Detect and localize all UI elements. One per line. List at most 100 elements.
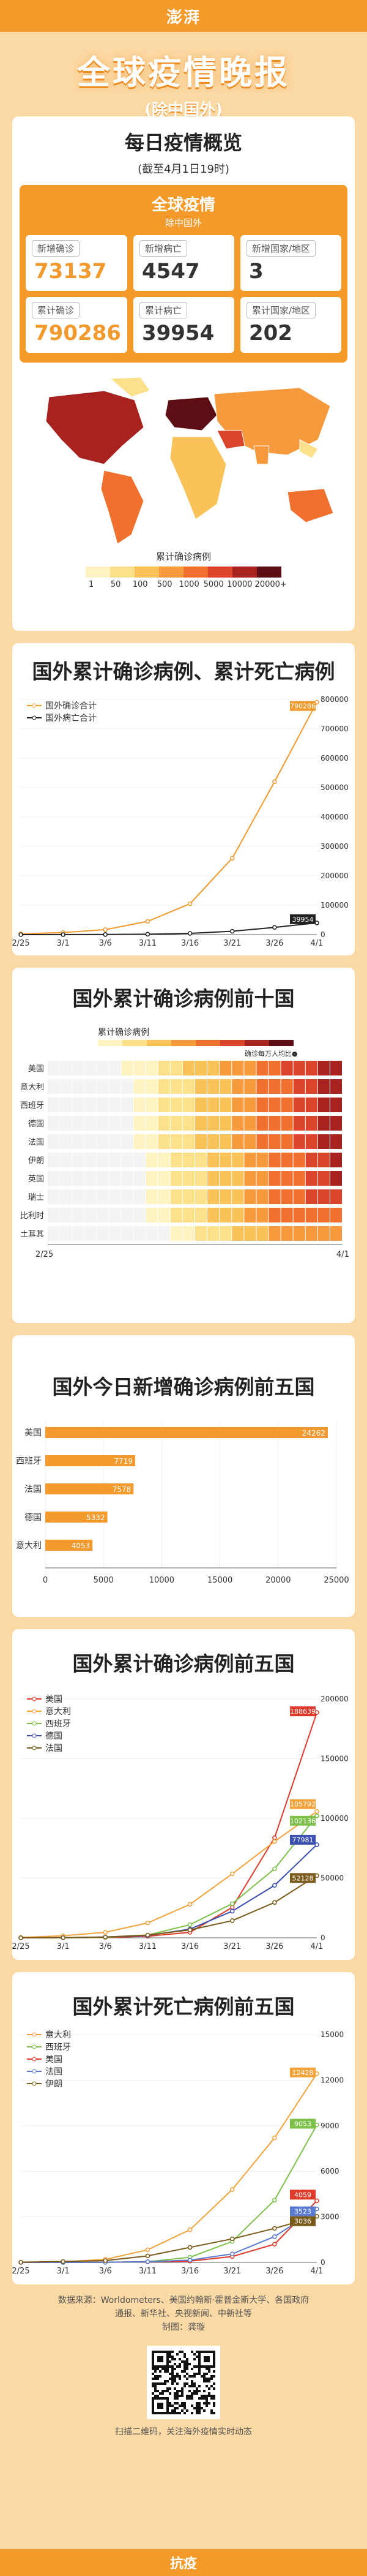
qr-module	[193, 2373, 196, 2375]
stat-cell: 新增病亡 4547	[133, 235, 234, 291]
heatmap-cell	[330, 1079, 342, 1094]
heatmap-cell	[244, 1226, 256, 1241]
map-legend-ticks: 1 50 100 500 1000 5000 10000 20000+	[12, 580, 355, 589]
qr-module	[193, 2407, 196, 2409]
qr-module	[198, 2405, 201, 2407]
legend-marker	[32, 2069, 37, 2074]
chart1-title: 国外累计确诊病例、累计死亡病例	[32, 660, 335, 684]
legend-tick: 20000+	[254, 580, 287, 589]
heatmap-cell	[182, 1079, 195, 1094]
qr-module	[193, 2365, 196, 2368]
qr-module	[193, 2385, 196, 2387]
end-value-label: 9053	[294, 2120, 311, 2128]
qr-module	[174, 2402, 176, 2405]
map-legend-title: 累计确诊病例	[155, 551, 211, 562]
qr-module	[154, 2378, 157, 2380]
qr-module	[193, 2353, 196, 2356]
qr-module	[174, 2378, 176, 2380]
series-line	[20, 2073, 317, 2263]
series-line	[20, 1815, 317, 1938]
qr-code[interactable]	[147, 2346, 220, 2419]
qr-module	[198, 2390, 201, 2392]
qr-module	[208, 2370, 210, 2373]
heatmap-cell	[244, 1189, 256, 1204]
heatmap-cell	[60, 1061, 72, 1075]
x-tick-label: 3/26	[265, 2267, 283, 2276]
heatmap-cell	[146, 1171, 158, 1186]
heatmap-cell	[330, 1134, 342, 1149]
heatmap-cell	[317, 1098, 330, 1112]
legend-marker	[32, 2081, 37, 2086]
heatmap-cell	[48, 1116, 60, 1131]
qr-module	[213, 2412, 215, 2414]
qr-module	[181, 2402, 184, 2405]
legend-marker	[32, 2044, 37, 2049]
series-line	[20, 1844, 317, 1938]
stat-value: 790286	[34, 321, 121, 345]
qr-module	[171, 2351, 174, 2353]
end-value-label: 39954	[292, 916, 314, 924]
heatmap-cell	[317, 1226, 330, 1241]
heatmap-country-label: 意大利	[20, 1082, 44, 1092]
qr-module	[213, 2387, 215, 2390]
x-tick-label: 4/1	[311, 1942, 324, 1951]
data-point	[272, 1866, 277, 1872]
heatmap-cell	[84, 1079, 97, 1094]
heatmap-cell	[281, 1189, 293, 1204]
heatmap-cell	[158, 1153, 170, 1167]
stat-cell: 累计确诊 790286	[26, 297, 127, 353]
qr-module	[159, 2392, 161, 2395]
qr-finder	[152, 2397, 169, 2414]
qr-module	[174, 2409, 176, 2412]
heatmap-cell	[293, 1079, 305, 1094]
end-value-label: 52128	[292, 1874, 314, 1882]
bar-value-label: 4053	[72, 1542, 91, 1550]
heatmap-cell	[158, 1061, 170, 1075]
qr-module	[159, 2370, 161, 2373]
x-tick-label: 3/26	[265, 1942, 283, 1951]
qr-module	[210, 2397, 213, 2400]
bottom-label: 抗疫	[169, 2556, 197, 2572]
heatmap-cell	[60, 1153, 72, 1167]
heatmap-cell	[195, 1061, 207, 1075]
data-point	[272, 1900, 277, 1905]
data-point	[145, 1932, 150, 1938]
heatmap-cell	[293, 1171, 305, 1186]
heatmap-cell	[207, 1171, 220, 1186]
heatmap-cell	[72, 1134, 84, 1149]
qr-module	[186, 2395, 188, 2397]
heatmap-cell	[133, 1189, 146, 1204]
y-tick-label: 0	[321, 930, 325, 939]
qr-module	[206, 2368, 208, 2370]
qr-module	[164, 2370, 166, 2373]
heatmap-cell	[48, 1189, 60, 1204]
heatmap-cell	[232, 1079, 244, 1094]
qr-module	[181, 2395, 184, 2397]
heatmap-cell	[121, 1171, 133, 1186]
legend-marker	[32, 1733, 37, 1738]
heatmap-cell	[133, 1116, 146, 1131]
heatmap-cell	[330, 1061, 342, 1075]
legend-label: 美国	[45, 2055, 62, 2065]
heatmap-cell	[109, 1116, 121, 1131]
heatmap-cell	[220, 1189, 232, 1204]
x-tick-label: 0	[43, 1576, 48, 1585]
stat-label: 累计病亡	[139, 302, 187, 318]
heatmap-legend-note: 确诊每万人均比●	[245, 1049, 298, 1058]
heatmap-cell	[293, 1098, 305, 1112]
end-value-label: 790286	[290, 702, 316, 710]
legend-swatch	[208, 567, 232, 578]
series-line	[20, 2200, 317, 2263]
heatmap-cell	[207, 1061, 220, 1075]
qr-module	[191, 2382, 193, 2385]
qr-module	[191, 2375, 193, 2378]
qr-module	[191, 2392, 193, 2395]
qr-module	[157, 2382, 159, 2385]
chart3-card: 国外今日新增确诊病例前五国 0 5000 10000 15000 20000 25000 美…	[12, 1335, 355, 1617]
heatmap-cell	[220, 1226, 232, 1241]
heatmap-cell	[146, 1189, 158, 1204]
heatmap-cell	[182, 1189, 195, 1204]
africa-region	[169, 436, 227, 520]
qr-module	[171, 2378, 174, 2380]
data-point	[18, 1935, 23, 1940]
